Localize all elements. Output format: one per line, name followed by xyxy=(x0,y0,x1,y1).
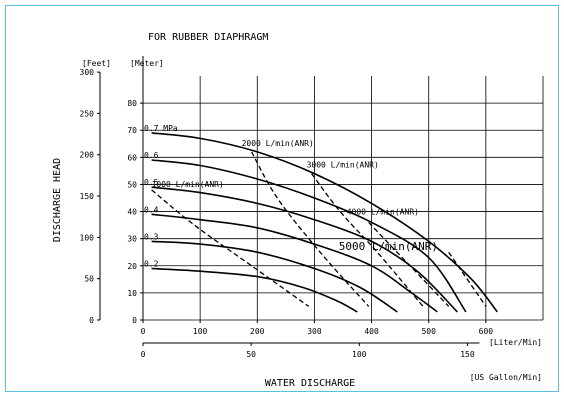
pressure-curve-label: 0.2 xyxy=(144,259,159,268)
meter-tick-label: 60 xyxy=(127,153,137,162)
air-consumption-label: 1000 L/min(ANR) xyxy=(152,180,224,189)
pressure-curve xyxy=(151,267,358,313)
feet-tick-label: 250 xyxy=(80,109,95,118)
feet-tick-label: 300 xyxy=(80,68,95,77)
pressure-curve xyxy=(151,240,398,313)
gallon-tick-label: 100 xyxy=(352,350,367,359)
air-consumption-label: 3000 L/min(ANR) xyxy=(307,161,379,170)
pressure-curve xyxy=(151,159,467,313)
air-consumption-line xyxy=(151,189,310,307)
feet-tick-label: 100 xyxy=(80,233,95,242)
liter-tick-label: 500 xyxy=(421,327,436,336)
pressure-curve xyxy=(151,132,498,313)
figure-frame xyxy=(5,5,559,392)
curves-layer xyxy=(151,132,498,313)
air-consumption-line xyxy=(251,151,370,307)
air-consumption-line xyxy=(368,221,450,307)
chart-title: FOR RUBBER DIAPHRAGM xyxy=(148,32,268,43)
meter-tick-label: 0 xyxy=(132,316,137,325)
gallon-tick-label: 0 xyxy=(141,350,146,359)
feet-tick-label: 0 xyxy=(89,316,94,325)
y-meter-unit: [Meter] xyxy=(130,59,164,68)
x-secondary-unit: [US Gallon/Min] xyxy=(470,373,542,382)
liter-tick-label: 0 xyxy=(141,327,146,336)
pressure-curve-label: 0.7 MPa xyxy=(144,124,178,133)
feet-tick-label: 200 xyxy=(80,151,95,160)
liter-tick-label: 200 xyxy=(250,327,265,336)
gallon-tick-label: 150 xyxy=(460,350,475,359)
pressure-curve xyxy=(151,213,438,313)
meter-tick-label: 40 xyxy=(127,208,137,217)
air-consumption-label: 2000 L/min(ANR) xyxy=(242,139,314,148)
air-consumption-label: 5000 L/min(ANR) xyxy=(339,240,438,253)
liter-tick-label: 600 xyxy=(479,327,494,336)
gallon-tick-label: 50 xyxy=(246,350,256,359)
liter-tick-label: 300 xyxy=(307,327,322,336)
grid-layer xyxy=(143,76,544,321)
air-consumption-line xyxy=(448,251,487,307)
feet-tick-label: 50 xyxy=(84,275,94,284)
x-primary-unit: [Liter/Min] xyxy=(489,338,542,347)
meter-tick-label: 70 xyxy=(127,126,137,135)
pressure-curve-label: 0.5 xyxy=(144,178,159,187)
pressure-curve-label: 0.3 xyxy=(144,232,159,241)
liter-tick-label: 400 xyxy=(364,327,379,336)
air-consumption-label: 4000 L/min(ANR) xyxy=(347,207,419,216)
meter-tick-label: 50 xyxy=(127,180,137,189)
pressure-curve-label: 0.4 xyxy=(144,205,159,214)
y-axis-title: DISCHARGE HEAD xyxy=(52,158,63,242)
feet-tick-label: 150 xyxy=(80,192,95,201)
pressure-curve xyxy=(151,186,458,313)
meter-tick-label: 10 xyxy=(127,289,137,298)
meter-tick-label: 80 xyxy=(127,99,137,108)
labels-layer: 0.7 MPa 0.6 0.5 0.4 0.3 0.2 1000 L/min(ANR) 200… xyxy=(144,124,438,269)
pressure-curve-label: 0.6 xyxy=(144,151,159,160)
meter-tick-label: 20 xyxy=(127,262,137,271)
air-consumption-line xyxy=(311,173,424,307)
x-axis-title: WATER DISCHARGE xyxy=(265,378,355,389)
axes-layer: 0 10 20 30 40 50 60 70 80 0 50 100 150 200 250 300 0 100 2… xyxy=(80,56,494,359)
meter-tick-label: 30 xyxy=(127,235,137,244)
y-feet-unit: [Feet] xyxy=(82,59,111,68)
liter-tick-label: 100 xyxy=(193,327,208,336)
